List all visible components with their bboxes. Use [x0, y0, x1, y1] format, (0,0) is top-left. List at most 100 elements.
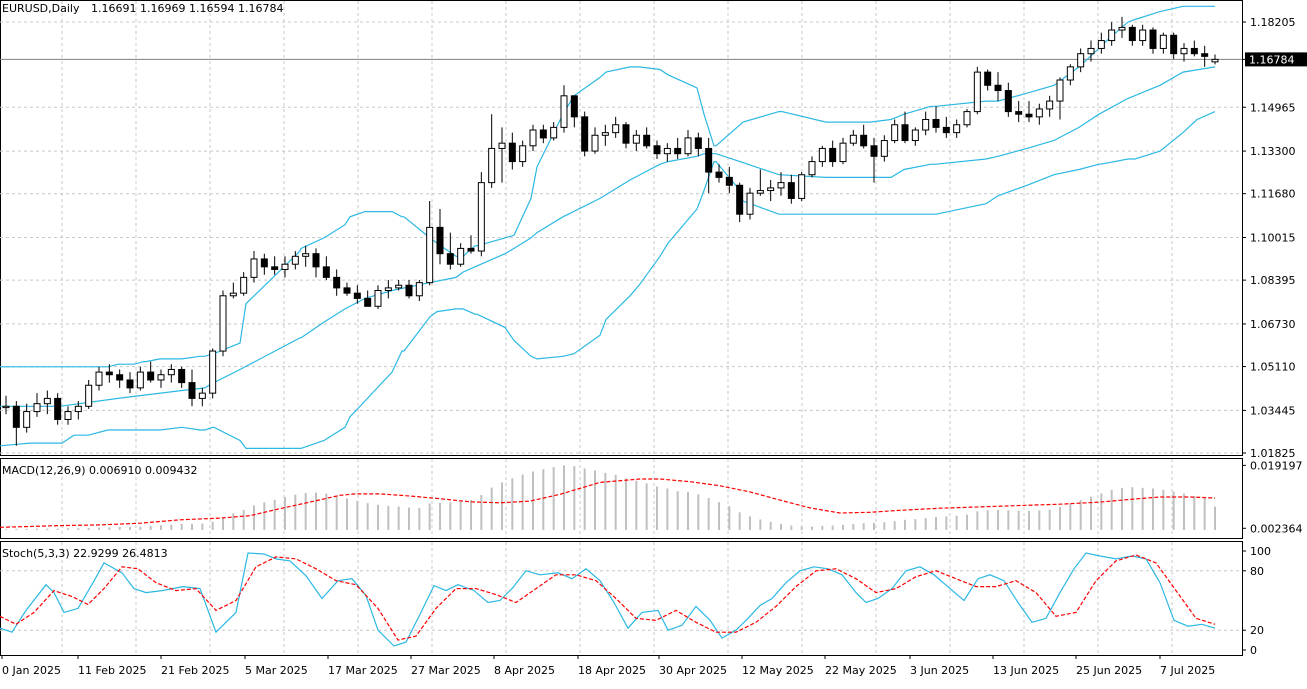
price-panel[interactable]: 1.18205 1.16784 1.14965 1.13300 1.11680 1.100… [0, 0, 1307, 461]
macd-panel[interactable]: 0.019197 0.002364 MACD(12,26,9) 0.006910 … [0, 458, 1303, 539]
candle [219, 290, 227, 357]
candle-body [901, 124, 909, 142]
macd-tick-label: 0.002364 [1250, 522, 1303, 535]
candle-body [405, 284, 413, 297]
candle [601, 124, 609, 146]
candle [395, 279, 403, 291]
candle-body [1190, 47, 1198, 55]
candle-body [922, 118, 930, 131]
candle [973, 66, 981, 115]
candle [684, 130, 692, 157]
candle-body [622, 124, 630, 144]
candle [95, 366, 103, 391]
candle [343, 282, 351, 296]
candle [870, 137, 878, 183]
time-tick-label: 12 May 2025 [742, 664, 814, 677]
time-tick-label: 18 Apr 2025 [578, 664, 646, 677]
candle-body [1097, 40, 1105, 49]
candle [1035, 103, 1043, 125]
candle-body [736, 184, 744, 215]
candle [312, 248, 320, 278]
candle-body [839, 142, 847, 163]
candle-body [322, 266, 330, 278]
candle [560, 85, 568, 133]
candle [1025, 101, 1033, 123]
candle [808, 156, 816, 178]
bollinger-middle [0, 66, 1216, 407]
candle [643, 127, 651, 149]
candle [23, 403, 31, 433]
candle [54, 393, 62, 425]
candle-body [1004, 90, 1012, 113]
candle-body [984, 71, 992, 86]
candle [64, 406, 72, 425]
candle [33, 393, 41, 417]
candle-body [85, 384, 93, 407]
macd-signal-line [0, 478, 1216, 528]
candle-body [1108, 29, 1116, 42]
bollinger-lower [0, 111, 1216, 449]
candle [1004, 82, 1012, 117]
candle [942, 116, 950, 138]
candle-body [973, 71, 981, 113]
candle-body [767, 187, 775, 192]
price-tick-label: 1.18205 [1250, 16, 1296, 29]
candle [901, 111, 909, 144]
time-tick-label: 27 Mar 2025 [411, 664, 481, 677]
candle-body [333, 276, 341, 289]
candle-body [570, 95, 578, 118]
candle-body [953, 124, 961, 134]
candle-body [74, 405, 82, 413]
candle [488, 114, 496, 188]
stoch-panel[interactable]: 100 80 20 0 Stoch(5,3,3) 22.9299 26.4813 [0, 541, 1271, 658]
candle-body [1139, 29, 1147, 42]
candle [1077, 48, 1085, 73]
candle [798, 172, 806, 202]
candle [519, 140, 527, 167]
candle [508, 132, 516, 170]
candle-body [715, 171, 723, 178]
candle [963, 108, 971, 128]
candle [674, 137, 682, 159]
candle [767, 180, 775, 202]
candle [85, 379, 93, 409]
candle-body [312, 253, 320, 268]
candle-body [601, 132, 609, 136]
candle [467, 235, 475, 254]
candle [322, 256, 330, 280]
price-tick-label: 1.13300 [1250, 145, 1296, 158]
candle [1170, 32, 1178, 59]
candle [756, 169, 764, 196]
candle-body [632, 134, 640, 144]
candle [787, 174, 795, 204]
candle [736, 182, 744, 223]
time-tick-label: 25 Jun 2025 [1076, 664, 1142, 677]
candle-body [674, 147, 682, 155]
candle-body [1015, 111, 1023, 115]
candle-body [705, 147, 713, 173]
price-tick-label: 1.11680 [1250, 188, 1296, 201]
candle-body [488, 147, 496, 184]
candle [860, 124, 868, 149]
candle [374, 285, 382, 309]
candle-body [64, 411, 72, 420]
candle [12, 401, 20, 446]
candle-body [756, 190, 764, 194]
candle-body [808, 161, 816, 176]
candle [1015, 101, 1023, 123]
candle-body [2, 405, 10, 409]
time-tick-label: 22 May 2025 [825, 664, 897, 677]
candle-body [643, 134, 651, 147]
bollinger-upper [0, 5, 1215, 368]
candle [818, 145, 826, 167]
candle-body [54, 397, 62, 420]
candle-body [725, 176, 733, 186]
candle [271, 256, 279, 275]
time-tick-label: 0 Jan 2025 [2, 664, 61, 677]
candle [1097, 32, 1105, 54]
candle [136, 366, 144, 391]
candle [291, 251, 299, 270]
candle [1180, 43, 1188, 62]
